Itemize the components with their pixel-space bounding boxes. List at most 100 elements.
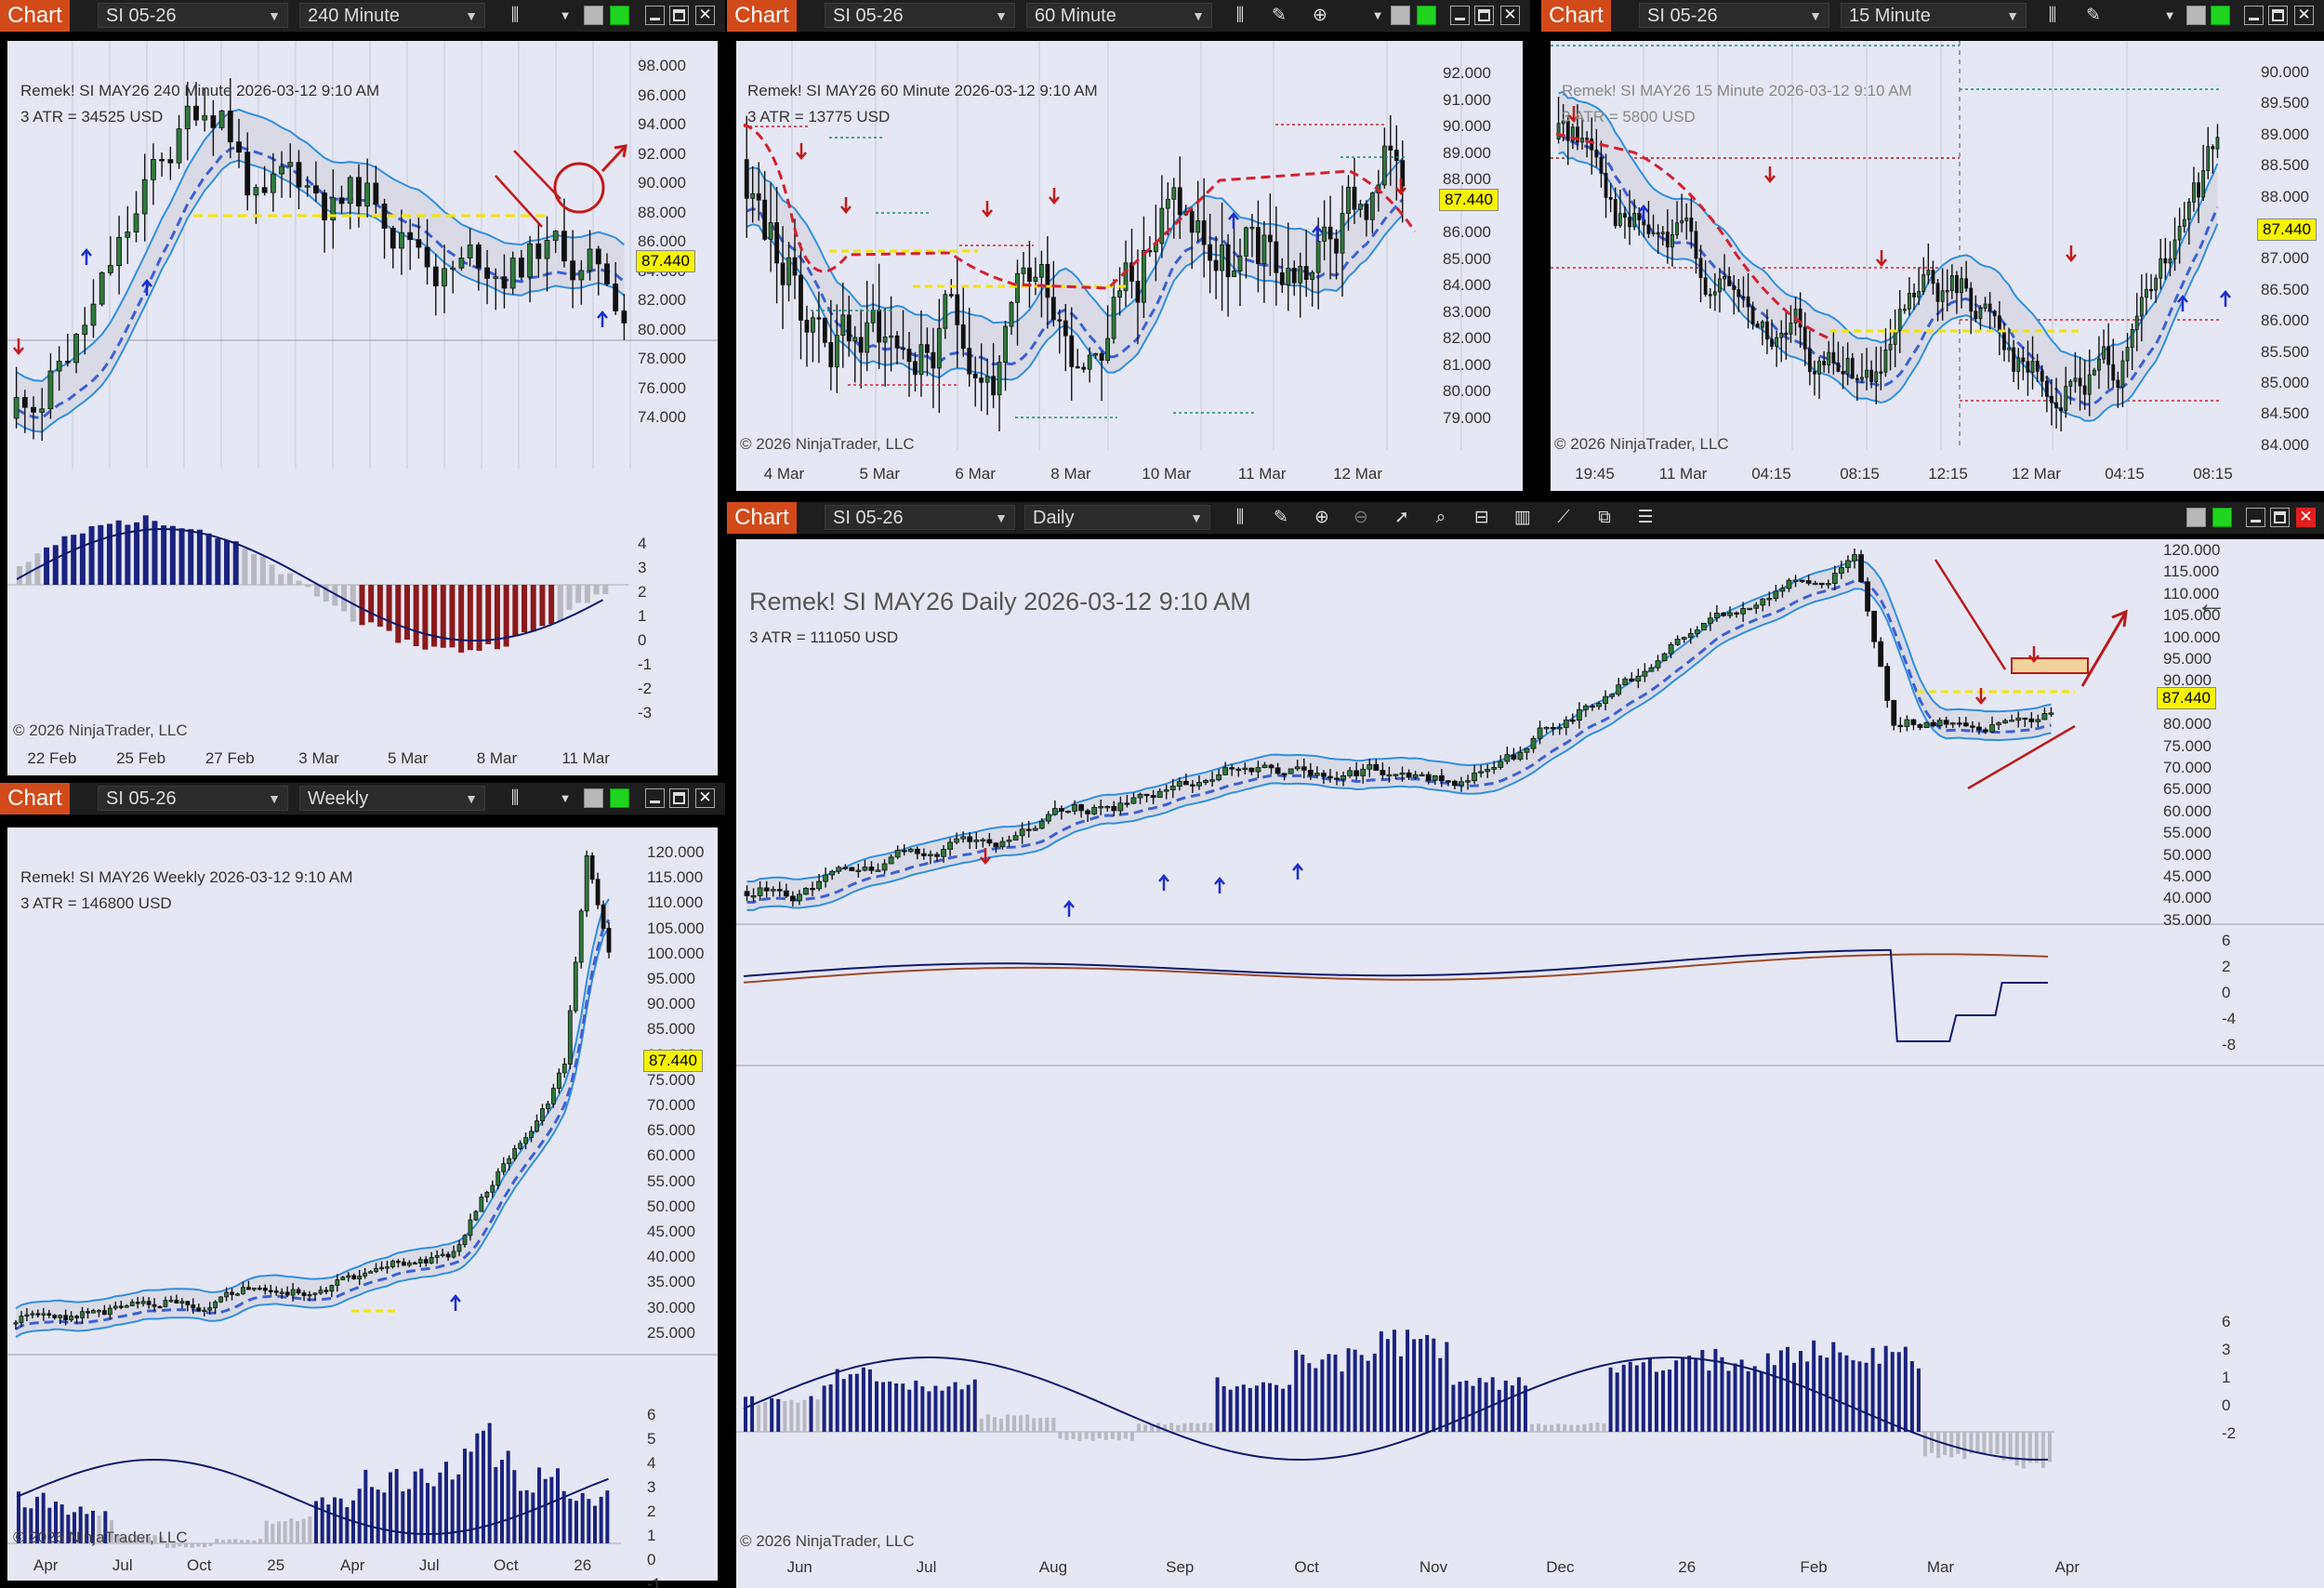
maximize-button[interactable]	[1474, 6, 1494, 25]
interval-selector[interactable]: 60 Minute ▼	[1026, 3, 1212, 28]
candle	[167, 159, 174, 164]
candle	[1256, 227, 1261, 265]
link-green-button[interactable]	[1417, 6, 1436, 25]
histogram-bar	[1412, 1339, 1417, 1432]
y-tick-label: 100.000	[647, 944, 705, 962]
y-tick-label: 84.000	[1443, 276, 1491, 294]
maximize-button[interactable]	[2270, 508, 2290, 527]
candle	[1248, 767, 1255, 773]
pencil-icon[interactable]: ✎	[2086, 6, 2101, 25]
strategies-icon[interactable]: ⟋	[1557, 508, 1570, 527]
link-green-button[interactable]	[610, 6, 629, 25]
close-button[interactable]: ✕	[695, 6, 715, 25]
chart-label[interactable]: Chart	[727, 0, 797, 32]
histogram-bar	[537, 1467, 541, 1543]
y-tick-label: 80.000	[638, 320, 686, 338]
chart-label[interactable]: Chart	[0, 783, 70, 814]
candle	[1459, 781, 1464, 787]
instrument-selector[interactable]: SI 05-26 ▼	[825, 505, 1015, 530]
candle	[955, 294, 960, 325]
bar-type-icon[interactable]: ⫼	[510, 788, 520, 808]
price-panel[interactable]: Remek! SI MAY26 Daily 2026-03-12 9:10 AM…	[736, 539, 2324, 1588]
instrument-selector[interactable]: SI 05-26 ▼	[1639, 3, 1829, 28]
histogram-bar	[128, 1537, 132, 1543]
maximize-button[interactable]	[669, 6, 689, 25]
chevron-down-icon[interactable]: ▼	[559, 8, 572, 22]
link-grey-button[interactable]	[584, 788, 603, 808]
pointer-icon[interactable]: ➚	[1394, 508, 1409, 527]
histogram-bar	[835, 1369, 839, 1432]
link-grey-button[interactable]	[1391, 6, 1410, 25]
candle	[1301, 766, 1307, 771]
minimize-button[interactable]	[2246, 508, 2265, 527]
histogram-bar	[1071, 1432, 1076, 1439]
candle	[1736, 289, 1741, 298]
zoom-in-icon[interactable]: ⊕	[1314, 508, 1329, 527]
chevron-down-icon[interactable]: ▼	[2163, 8, 2176, 22]
bar-type-icon[interactable]: ⫼	[1235, 508, 1245, 527]
link-grey-button[interactable]	[584, 6, 603, 25]
candle	[1098, 806, 1104, 809]
chart-label[interactable]: Chart	[727, 502, 797, 534]
bar-type-icon[interactable]: ⫼	[1235, 6, 1245, 25]
histogram-bar	[744, 1396, 747, 1432]
instrument-selector[interactable]: SI 05-26 ▼	[98, 3, 288, 28]
minimize-button[interactable]	[645, 6, 665, 25]
y-tick-label: 86.000	[638, 232, 686, 250]
minimize-button[interactable]	[1450, 6, 1470, 25]
candle	[2177, 226, 2182, 241]
x-tick-label: 26	[1678, 1558, 1697, 1576]
minimize-button[interactable]	[645, 788, 665, 808]
instrument-selector[interactable]: SI 05-26 ▼	[825, 3, 1015, 28]
candle	[870, 310, 876, 324]
bar-chart-icon[interactable]: ▥	[1514, 508, 1531, 527]
indicators-icon[interactable]: ⊟	[1474, 508, 1489, 527]
close-button[interactable]: ✕	[1500, 6, 1520, 25]
price-panel[interactable]: Remek! SI MAY26 60 Minute 2026-03-12 9:1…	[736, 41, 1523, 491]
back-arrow-icon[interactable]: ←	[2196, 586, 2227, 621]
last-price-marker: 87.440	[636, 250, 695, 272]
pencil-icon[interactable]: ✎	[1274, 508, 1288, 527]
candle	[1960, 278, 1963, 294]
interval-selector[interactable]: 15 Minute ▼	[1841, 3, 2027, 28]
zoom-out-icon[interactable]: ⊖	[1353, 508, 1368, 527]
candle	[1085, 810, 1091, 814]
histogram-bar	[1235, 1386, 1239, 1432]
pencil-icon[interactable]: ✎	[1272, 6, 1287, 25]
close-button[interactable]: ✕	[2294, 6, 2314, 25]
zoom-icon[interactable]: ⊕	[1313, 6, 1327, 25]
oscillator-line	[16, 527, 603, 642]
price-panel[interactable]: Remek! SI MAY26 15 Minute 2026-03-12 9:1…	[1551, 41, 2324, 491]
price-panel[interactable]: Remek! SI MAY26 240 Minute 2026-03-12 9:…	[7, 41, 718, 775]
candle	[324, 1290, 329, 1292]
link-green-button[interactable]	[2212, 508, 2232, 527]
interval-selector[interactable]: Weekly ▼	[299, 786, 485, 811]
link-grey-button[interactable]	[2186, 6, 2206, 25]
link-green-button[interactable]	[610, 788, 629, 808]
properties-icon[interactable]: ☰	[1637, 508, 1654, 527]
lower-band-line	[1558, 151, 2219, 422]
candle	[1698, 258, 1703, 279]
chart-label[interactable]: Chart	[1541, 0, 1611, 32]
lower-band-line	[16, 159, 626, 433]
maximize-button[interactable]	[2268, 6, 2288, 25]
minimize-button[interactable]	[2244, 6, 2264, 25]
chevron-down-icon[interactable]: ▼	[559, 791, 572, 805]
bar-type-icon[interactable]: ⫼	[2048, 6, 2057, 25]
histogram-bar	[1432, 1338, 1436, 1432]
bar-type-icon[interactable]: ⫼	[510, 6, 520, 25]
link-green-button[interactable]	[2211, 6, 2230, 25]
instrument-selector[interactable]: SI 05-26 ▼	[98, 786, 288, 811]
link-grey-button[interactable]	[2186, 508, 2206, 527]
price-panel[interactable]: Remek! SI MAY26 Weekly 2026-03-12 9:10 A…	[7, 827, 718, 1588]
histogram-bar	[1799, 1351, 1803, 1432]
interval-selector[interactable]: Daily ▼	[1024, 505, 1210, 530]
templates-icon[interactable]: ⧉	[1598, 508, 1611, 527]
close-button[interactable]: ✕	[2296, 508, 2316, 527]
maximize-button[interactable]	[669, 788, 689, 808]
chart-label[interactable]: Chart	[0, 0, 70, 32]
data-box-icon[interactable]: ⌕	[1435, 508, 1446, 527]
chevron-down-icon[interactable]: ▼	[1371, 8, 1384, 22]
interval-selector[interactable]: 240 Minute ▼	[299, 3, 485, 28]
close-button[interactable]: ✕	[695, 788, 715, 808]
